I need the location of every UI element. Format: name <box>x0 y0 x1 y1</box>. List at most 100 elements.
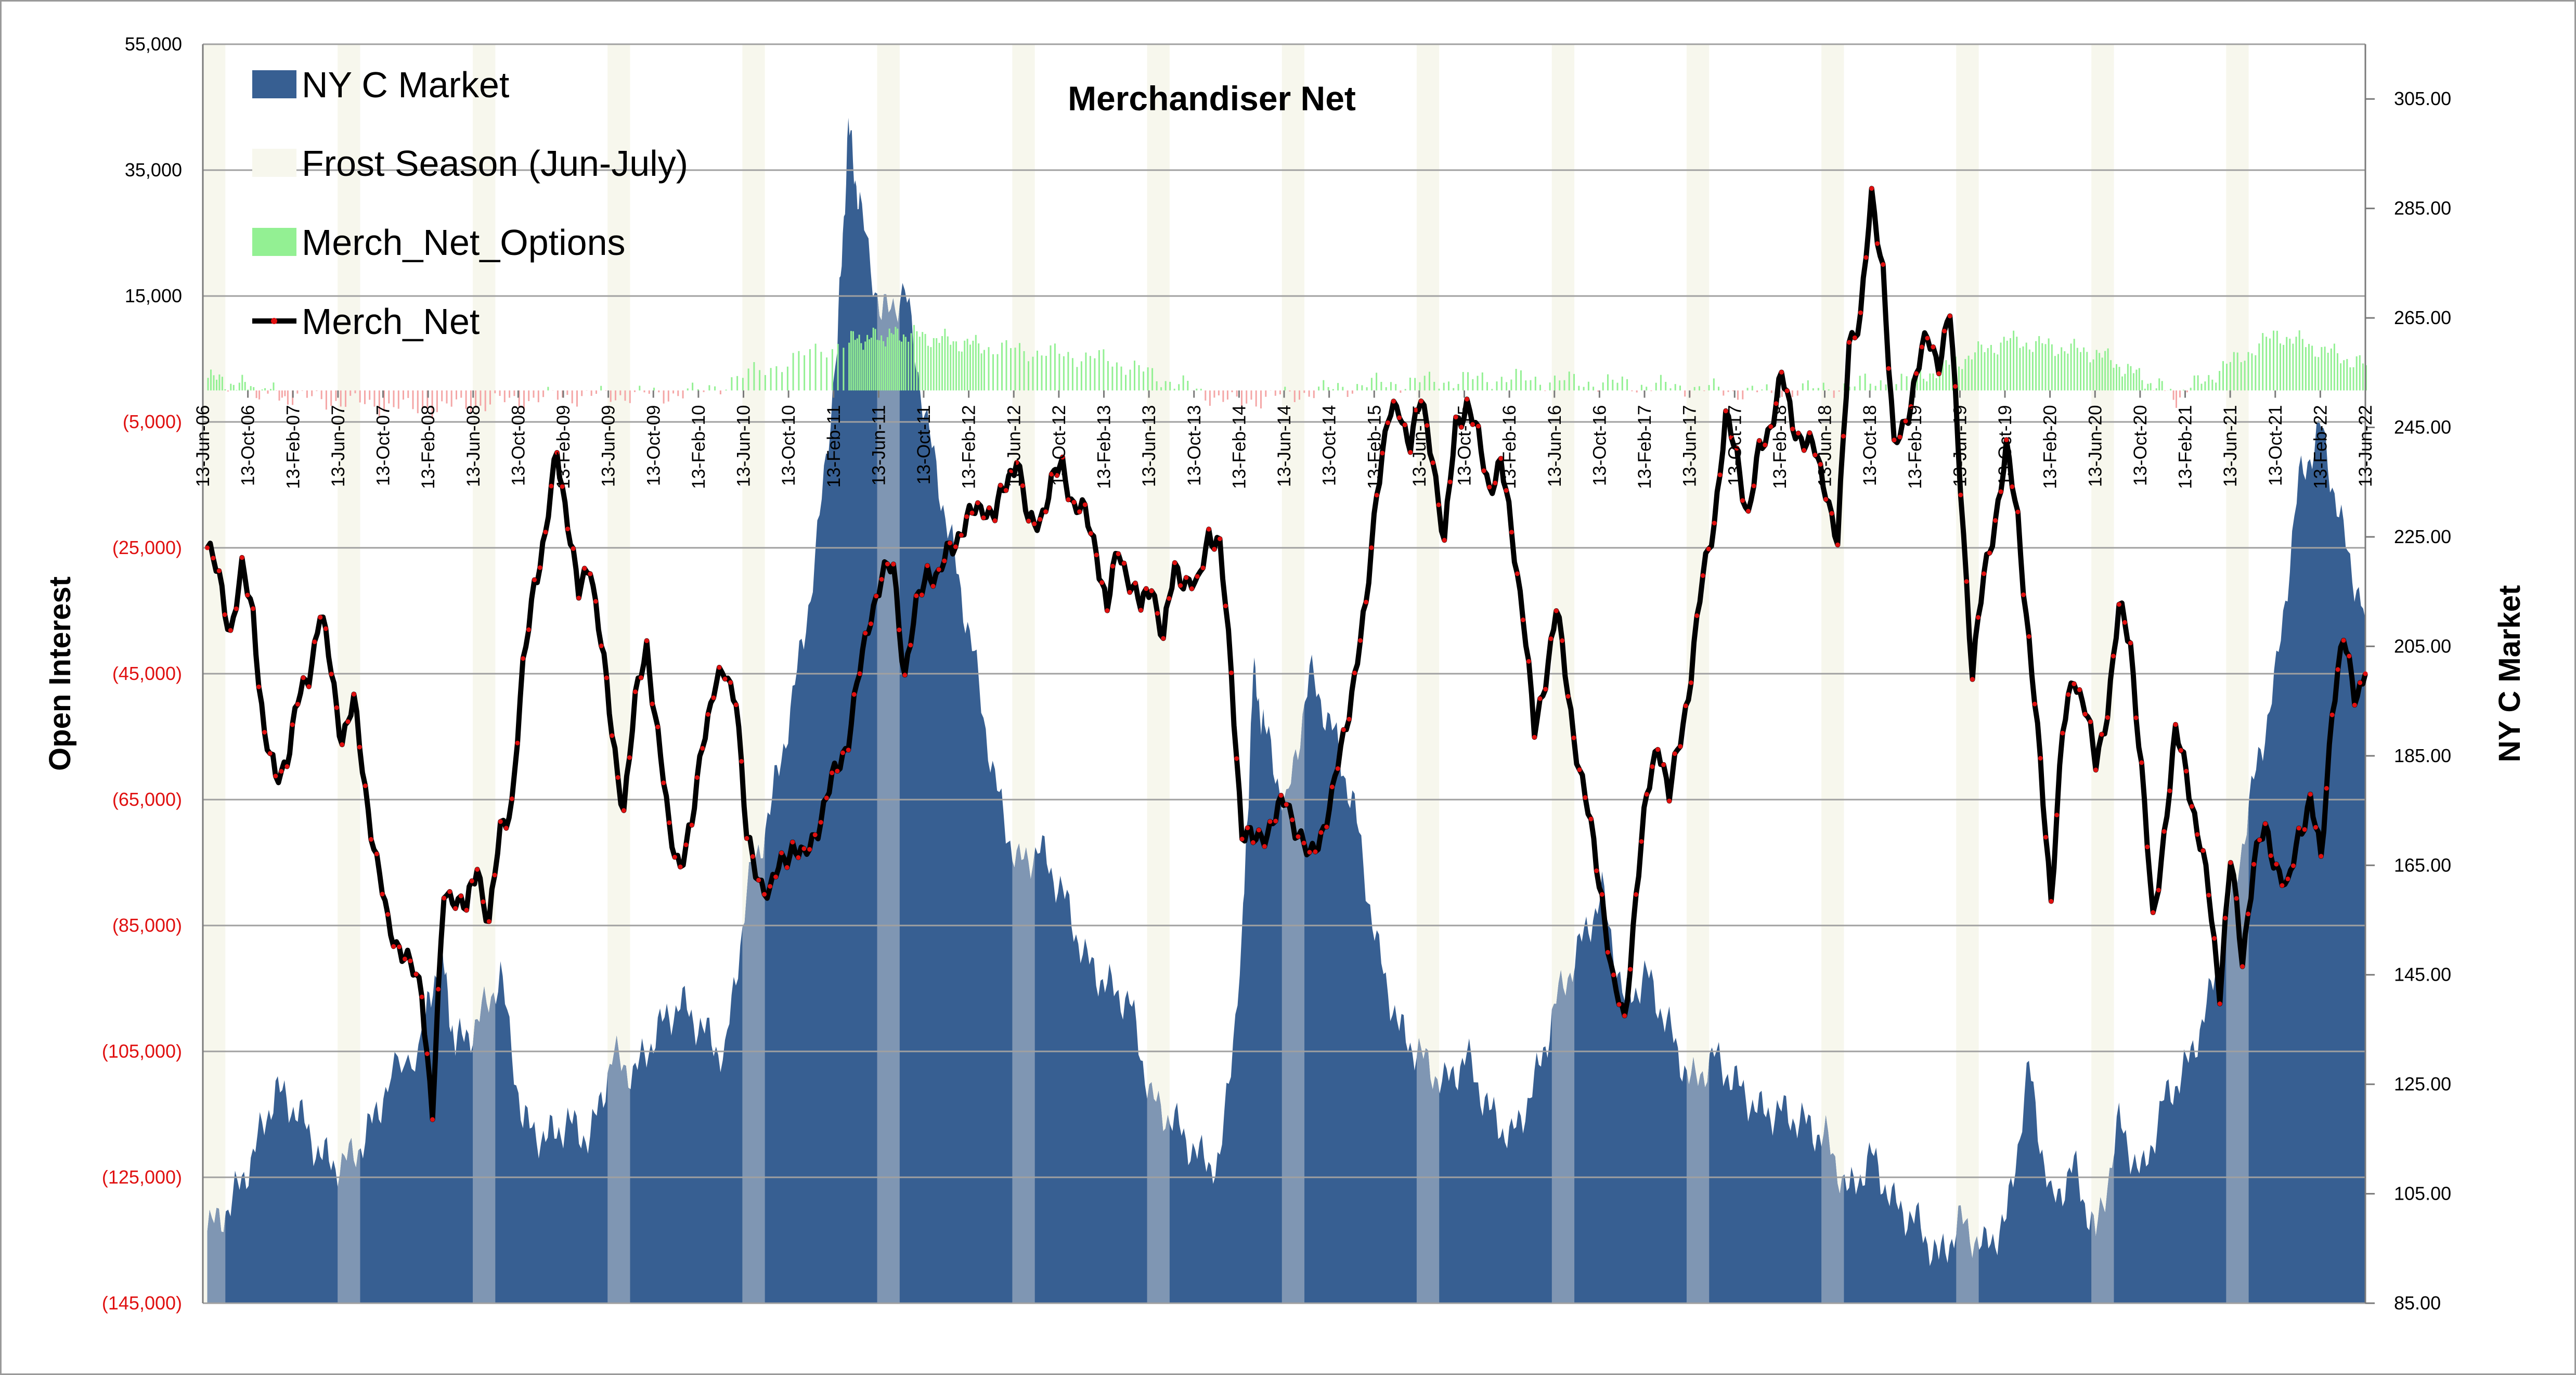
merch-net-point <box>2296 826 2301 831</box>
merch-net-point <box>1914 371 1919 376</box>
options-bar <box>1573 374 1575 391</box>
options-bar <box>1718 387 1719 391</box>
merch-net-point <box>582 566 587 571</box>
merch-net-point <box>1229 670 1234 675</box>
merch-net-point <box>1622 1013 1627 1018</box>
x-tick-label: 13-Feb-10 <box>689 405 709 489</box>
options-bar <box>624 390 626 401</box>
options-bar <box>2135 369 2138 391</box>
options-bar <box>1125 375 1127 391</box>
merch-net-point <box>2004 437 2009 442</box>
x-tick-label: 13-Jun-16 <box>1545 405 1565 487</box>
merch-net-point <box>1313 849 1318 854</box>
options-bar <box>284 390 286 396</box>
merch-net-point <box>279 769 284 774</box>
options-bar <box>1578 385 1580 391</box>
x-tick-label: 13-Oct-14 <box>1319 405 1340 486</box>
options-bar <box>221 377 223 391</box>
merch-net-point <box>1813 453 1818 457</box>
merch-net-point <box>796 855 801 860</box>
options-bar <box>874 329 876 391</box>
merch-net-point <box>672 855 677 859</box>
merch-net-point <box>2184 768 2189 774</box>
merch-net-point <box>576 596 581 600</box>
options-bar <box>1746 388 1749 391</box>
merch-net-point <box>1605 950 1610 955</box>
options-bar <box>983 350 985 391</box>
merch-net-point <box>228 628 233 633</box>
merch-net-point <box>1987 550 1992 556</box>
left-tick-label: (45,000) <box>112 663 182 684</box>
options-bar <box>2025 342 2027 391</box>
left-tick-label: (125,000) <box>102 1166 182 1188</box>
merch-net-point <box>830 770 835 776</box>
merch-net-point <box>1324 825 1329 829</box>
merch-net-point <box>1038 517 1043 522</box>
options-bar <box>924 333 926 391</box>
options-bar <box>1246 390 1248 404</box>
merch-net-point <box>885 561 890 567</box>
options-bar <box>1994 353 1996 391</box>
merch-net-point <box>469 878 474 883</box>
options-bar <box>1742 390 1744 400</box>
options-bar <box>397 390 399 409</box>
merch-net-point <box>1628 967 1633 972</box>
options-bar <box>2211 379 2213 391</box>
options-bar <box>1395 384 1397 391</box>
merch-net-point <box>1195 574 1200 579</box>
merch-net-point <box>391 944 396 949</box>
options-bar <box>978 343 980 391</box>
merch-net-point <box>1526 659 1531 664</box>
merch-net-point <box>1402 422 1407 428</box>
merch-net-point <box>1014 460 1019 465</box>
merch-net-point <box>234 606 239 611</box>
merch-net-point <box>1976 615 1980 620</box>
options-bar <box>1094 358 1096 391</box>
options-bar <box>281 390 283 398</box>
options-bar <box>1366 387 1368 391</box>
ny-c-market-area <box>207 118 2365 1303</box>
options-bar <box>2003 337 2005 391</box>
merch-net-point <box>1054 473 1059 478</box>
options-bar <box>1636 390 1638 393</box>
options-bar <box>1028 361 1029 391</box>
merch-net-point <box>245 593 250 598</box>
merch-net-point <box>678 864 683 869</box>
merch-net-point <box>1650 764 1655 769</box>
merch-net-point <box>2093 767 2099 773</box>
options-bar <box>1990 345 1992 391</box>
options-bar <box>2113 367 2115 391</box>
right-tick-label: 305.00 <box>2394 88 2451 109</box>
merch-net-point <box>1634 892 1639 897</box>
options-bar <box>364 390 366 404</box>
x-tick-label: 13-Oct-07 <box>373 405 394 486</box>
options-bar <box>1723 390 1725 396</box>
left-tick-label: 55,000 <box>125 33 182 55</box>
options-bar <box>1515 369 1517 391</box>
options-bar <box>1854 386 1856 391</box>
merch-net-point <box>1594 868 1599 873</box>
options-bar <box>1169 381 1171 391</box>
merch-net-point <box>413 972 419 976</box>
merch-net-point <box>1418 399 1423 404</box>
options-bar <box>1660 375 1662 391</box>
options-bar <box>1376 372 1378 391</box>
merch-net-point <box>1318 830 1324 835</box>
merch-net-point <box>667 820 672 825</box>
options-bar <box>2028 349 2030 391</box>
options-bar <box>938 343 940 391</box>
options-bar <box>2099 353 2101 391</box>
options-bar <box>1209 390 1211 406</box>
legend-swatch-ny-c-market <box>252 70 296 98</box>
options-bar <box>1822 382 1824 391</box>
merch-net-point <box>1694 613 1700 618</box>
right-tick-label: 245.00 <box>2394 417 2451 438</box>
options-bar <box>2035 341 2037 391</box>
merch-net-point <box>408 958 413 963</box>
merch-net-point <box>840 750 845 755</box>
merch-net-point <box>1740 498 1745 503</box>
options-bar <box>1098 350 1100 391</box>
options-bar <box>902 334 904 391</box>
merch-net-point <box>874 594 879 599</box>
options-bar <box>1085 352 1087 391</box>
